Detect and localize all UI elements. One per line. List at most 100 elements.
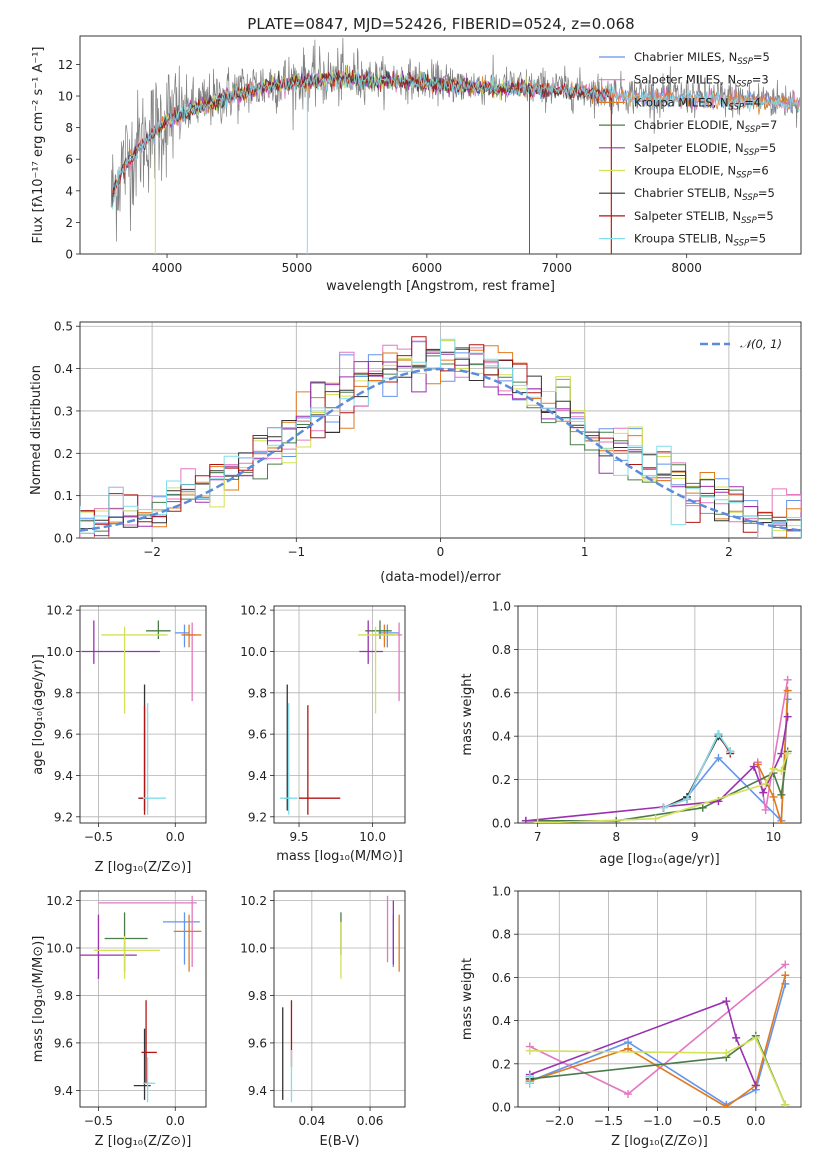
legend-label-count: =6: [752, 164, 769, 178]
y-axis-label: Flux [fλ10⁻¹⁷ erg cm⁻² s⁻¹ A⁻¹]: [31, 47, 46, 244]
weight-marker-salpeter-elodie: [722, 997, 731, 1006]
y-tick-label: 9.6: [54, 1036, 73, 1050]
y-tick-label: 1.0: [492, 600, 511, 614]
y-tick-label: 9.4: [248, 1084, 267, 1098]
x-tick-label: −2: [143, 545, 161, 559]
weight-marker-kroupa-elodie: [651, 814, 660, 823]
legend-label: Chabrier STELIB, NSSP=5: [634, 186, 775, 203]
y-tick-label: 0.6: [492, 686, 511, 700]
x-tick-label: 0: [437, 545, 445, 559]
weight-marker-kroupa-miles: [783, 686, 792, 695]
y-axis-label: mass weight: [460, 958, 475, 1040]
weight-line-kroupa-elodie: [529, 1036, 787, 1106]
axes-frame: [517, 605, 802, 824]
axes-frame: [517, 890, 802, 1108]
y-tick-label: 10.2: [240, 604, 267, 618]
y-axis-label: Normed distribution: [29, 365, 44, 495]
weight-marker-salpeter-elodie: [749, 762, 758, 771]
legend-label-count: =5: [749, 232, 766, 246]
weight-line-kroupa-elodie: [537, 753, 789, 823]
weight-marker-salpeter-elodie: [732, 1033, 741, 1042]
y-tick-label: 9.2: [248, 810, 267, 824]
weight-line-salpeter-elodie: [525, 716, 789, 822]
x-axis-label: mass [log₁₀(M/M⊙)]: [276, 849, 403, 864]
y-tick-label: 9.6: [248, 1036, 267, 1050]
axes-frame: [79, 35, 802, 255]
weight-marker-salpeter-elodie: [783, 712, 792, 721]
weight-marker-kroupa-elodie: [777, 766, 786, 775]
weight-marker-kroupa-stelib: [659, 803, 668, 812]
weight-marker-chabrier-elodie: [777, 790, 786, 799]
x-axis-label: wavelength [Angstrom, rest frame]: [326, 279, 555, 294]
legend-label-main: Chabrier STELIB, N: [634, 186, 742, 200]
mass-vs-metallicity-panel: −0.5 0.0 9.4 9.6 9.8 10.0 10.2 Z [log₁₀(Z/Z⊙)] m…: [31, 890, 207, 1149]
weight-line-salpeter-stelib: [663, 732, 731, 809]
weight-line-chabrier-elodie: [525, 751, 789, 822]
legend-label: Salpeter STELIB, NSSP=5: [634, 209, 774, 226]
y-tick-label: 0.3: [54, 404, 73, 418]
figure-title: PLATE=0847, MJD=52426, FIBERID=0524, z=0…: [247, 15, 634, 33]
normal-distribution-curve: [80, 367, 801, 532]
legend-label: Kroupa STELIB, NSSP=5: [634, 232, 766, 249]
x-tick-label: 6000: [412, 261, 443, 275]
legend-label-sub: SSP: [744, 148, 760, 158]
legend-label: Salpeter MILES, NSSP=3: [634, 73, 769, 90]
age-vs-mass-panel: 9.5 10.0 9.2 9.4 9.6 9.8 10.0 10.2 mass [log₁₀(M…: [240, 604, 406, 864]
x-tick-label: 0.0: [166, 830, 185, 844]
x-tick-label: 10.0: [359, 830, 386, 844]
y-tick-label: 0.4: [54, 362, 73, 376]
weight-marker-chabrier-miles: [714, 753, 723, 762]
legend-label-main: Chabrier MILES, N: [634, 50, 737, 64]
weight-marker-salpeter-miles: [783, 675, 792, 684]
y-tick-label: 9.6: [54, 728, 73, 742]
y-tick-label: 0.2: [492, 1057, 511, 1071]
y-tick-label: 10.2: [240, 894, 267, 908]
y-tick-label: 10.2: [46, 604, 73, 618]
legend-label-count: =5: [757, 209, 774, 223]
legend-label-sub: SSP: [741, 216, 757, 226]
legend-label-sub: SSP: [729, 102, 745, 112]
model-spectrum-kroupa-stelib: [112, 68, 800, 210]
y-tick-label: 10.0: [240, 645, 267, 659]
spectrum-panel: 4000 5000 6000 7000 8000 0 2 4 6 8 10 12 wavelength …: [31, 35, 802, 294]
y-tick-label: 10.0: [46, 941, 73, 955]
legend-label-sub: SSP: [742, 193, 758, 203]
legend-label-count: =4: [744, 95, 761, 109]
legend-label-count: =5: [758, 186, 775, 200]
x-tick-label: −2.0: [545, 1114, 574, 1128]
weight-marker-kroupa-elodie: [769, 764, 778, 773]
y-tick-label: 9.4: [248, 769, 267, 783]
x-axis-label: Z [log₁₀(Z/Z⊙)]: [95, 860, 192, 875]
x-axis-label: age [log₁₀(age/yr)]: [599, 852, 720, 867]
model-spectrum-chabrier-stelib: [112, 70, 612, 206]
mass-vs-extinction-panel: 0.04 0.06 9.4 9.6 9.8 10.0 10.2 E(B-V): [240, 890, 406, 1149]
y-tick-label: 10.0: [46, 645, 73, 659]
weight-marker-salpeter-miles: [761, 805, 770, 814]
y-tick-label: 10.2: [46, 894, 73, 908]
axes-frame: [79, 605, 207, 824]
y-tick-label: 9.4: [54, 1084, 73, 1098]
weight-marker-kroupa-elodie: [781, 1100, 790, 1107]
y-tick-label: 10: [58, 90, 73, 104]
x-axis-label: (data-model)/error: [380, 570, 501, 585]
legend-label: Chabrier MILES, NSSP=5: [634, 50, 770, 67]
x-tick-label: 0.06: [357, 1114, 384, 1128]
x-tick-label: 10: [766, 830, 781, 844]
weight-marker-kroupa-stelib: [726, 747, 735, 756]
x-axis-label: Z [log₁₀(Z/Z⊙)]: [95, 1134, 192, 1149]
y-tick-label: 9.8: [54, 989, 73, 1003]
y-tick-label: 0.0: [54, 532, 73, 546]
weight-line-kroupa-stelib: [663, 732, 731, 809]
weight-marker-kroupa-elodie: [761, 779, 770, 788]
x-tick-label: −0.5: [692, 1114, 721, 1128]
x-tick-label: 0.04: [298, 1114, 325, 1128]
legend-label-main: Chabrier ELODIE, N: [634, 118, 745, 132]
y-tick-label: 8: [65, 121, 73, 135]
x-tick-label: −1.0: [643, 1114, 672, 1128]
legend-label-sub: SSP: [745, 125, 761, 135]
legend-label: Chabrier ELODIE, NSSP=7: [634, 118, 777, 135]
weight-marker-salpeter-elodie: [521, 816, 530, 823]
legend-label-main: Salpeter ELODIE, N: [634, 141, 744, 155]
axes-frame: [79, 321, 802, 539]
